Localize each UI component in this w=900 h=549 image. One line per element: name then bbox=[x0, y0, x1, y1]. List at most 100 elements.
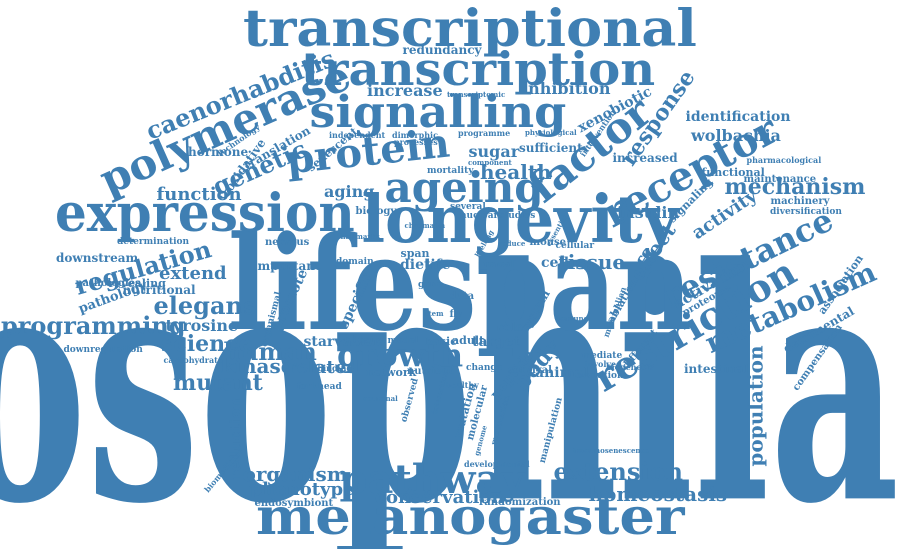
word-target: target bbox=[472, 334, 521, 350]
word-drosophila: drosophila bbox=[0, 199, 900, 549]
word-basic: basic bbox=[425, 334, 457, 348]
word-several: several bbox=[450, 201, 486, 212]
word-independent: independent bbox=[329, 130, 386, 140]
word-immune: immune bbox=[556, 313, 589, 323]
word-change: change bbox=[466, 362, 503, 373]
word-adult: adult bbox=[452, 333, 485, 347]
word-sugar: sugar bbox=[468, 142, 520, 161]
word-hallmarks: hallmarks bbox=[340, 231, 380, 241]
word-physiological: physiological bbox=[525, 127, 577, 137]
word-reveal: reveal bbox=[483, 259, 515, 270]
word-diet: diet bbox=[400, 257, 431, 273]
word-function: function bbox=[156, 184, 242, 205]
word-developmental: developmental bbox=[464, 459, 530, 469]
word-important: important bbox=[253, 259, 321, 273]
word-transcriptional: transcriptional bbox=[243, 0, 697, 59]
word-ageing: ageing bbox=[384, 163, 544, 212]
word-phenotype: phenotype bbox=[249, 479, 355, 500]
word-nutrient: nutrient bbox=[407, 366, 454, 377]
word-increased: increased bbox=[612, 151, 678, 165]
word-functional: functional bbox=[701, 165, 765, 179]
word-immunosenescence: immunosenescence bbox=[572, 445, 650, 455]
word-domain: domain bbox=[336, 256, 374, 267]
word-fly: fly bbox=[449, 309, 463, 320]
word-model: model bbox=[387, 335, 419, 346]
word-downregulation: downregulation bbox=[63, 344, 143, 355]
word-component: component bbox=[468, 157, 512, 167]
word-conservation: conservation bbox=[375, 487, 505, 508]
word-involved: involved bbox=[584, 359, 622, 369]
word-network: network bbox=[366, 365, 417, 379]
word-sufficient: sufficient bbox=[519, 141, 583, 155]
word-life: life bbox=[425, 257, 451, 273]
word-insulin: insulin bbox=[617, 203, 680, 222]
word-mediate: mediate bbox=[581, 350, 623, 361]
word-science: science bbox=[161, 331, 253, 357]
word-nuclear: nuclear bbox=[460, 210, 499, 221]
word-extend: extend bbox=[159, 263, 227, 284]
word-gene: gene bbox=[418, 279, 443, 290]
word-binding: binding bbox=[317, 363, 353, 373]
word-increase: increase bbox=[367, 81, 443, 100]
word-transcriptomic: transcriptomic bbox=[447, 89, 506, 99]
word-wolbachia: wolbachia bbox=[691, 126, 781, 145]
word-homeostasis: homeostasis bbox=[588, 482, 728, 506]
word-downstream: downstream bbox=[56, 251, 139, 265]
word-related: related bbox=[287, 357, 359, 378]
word-nutritional: nutritional bbox=[122, 283, 196, 297]
word-role: role bbox=[496, 320, 524, 334]
word-randomization: randomization bbox=[479, 497, 561, 508]
word-nervous: nervous bbox=[265, 237, 310, 248]
word-biogenesis: biogenesis bbox=[606, 362, 654, 372]
word-extension: extension bbox=[553, 457, 683, 486]
word-redundancy: redundancy bbox=[402, 43, 482, 57]
word-longevity: longevity bbox=[361, 181, 679, 258]
word-tyrosine: tyrosine bbox=[165, 316, 239, 335]
word-revealing: revealing bbox=[108, 276, 166, 290]
word-dimorphic: dimorphic bbox=[392, 130, 438, 140]
word-cellular: cellular bbox=[555, 240, 595, 251]
word-programme: programme bbox=[458, 128, 511, 138]
word-neuronal: neuronal bbox=[362, 393, 398, 403]
word-evolution: evolution bbox=[576, 370, 624, 381]
word-obesity: obesity bbox=[344, 335, 384, 346]
word-diversification: diversification bbox=[770, 206, 842, 217]
word-identification: identification bbox=[685, 109, 791, 125]
word-pathway: pathway bbox=[339, 456, 525, 503]
word-expression: expression bbox=[55, 181, 355, 244]
word-mechanism: mechanism bbox=[724, 174, 866, 200]
word-growth: growth bbox=[337, 336, 464, 374]
word-starvation: starvation bbox=[303, 334, 383, 350]
word-biology: biology bbox=[355, 206, 397, 217]
word-studies: studies bbox=[499, 210, 536, 221]
word-maintenance: maintenance bbox=[743, 174, 817, 185]
word-signalling: signalling bbox=[309, 86, 567, 138]
word-span: span bbox=[400, 246, 430, 260]
word-mouse: mouse bbox=[529, 237, 567, 248]
word-stem: stem bbox=[424, 308, 444, 318]
word-human: human bbox=[223, 337, 317, 366]
word-processes: processes bbox=[394, 137, 438, 147]
word-melanogaster: melanogaster bbox=[256, 487, 685, 547]
word-inhibition: inhibition bbox=[522, 79, 611, 98]
word-health: health bbox=[480, 160, 552, 184]
word-cell: cell bbox=[541, 255, 570, 271]
word-aging: aging bbox=[324, 182, 375, 201]
word-pathologies: pathologies bbox=[75, 278, 141, 289]
word-chromatin: chromatin bbox=[404, 220, 446, 230]
word-organism: organism bbox=[242, 462, 348, 486]
word-healthy: healthy bbox=[445, 380, 479, 390]
word-mutant: mutant bbox=[173, 370, 263, 396]
word-animal: animal bbox=[535, 365, 589, 381]
word-reduce: reduce bbox=[498, 238, 526, 248]
word-endosymbiont: endosymbiont bbox=[254, 498, 334, 509]
word-intestinal: intestinal bbox=[684, 362, 749, 376]
word-elegans: elegans bbox=[153, 291, 257, 320]
word-programming: programming bbox=[1, 311, 186, 340]
word-forkhead: forkhead bbox=[296, 381, 342, 392]
word-determination: determination bbox=[117, 236, 190, 247]
word-machinery: machinery bbox=[770, 196, 830, 207]
word-survival: survival bbox=[508, 365, 552, 376]
word-kinase: kinase bbox=[220, 354, 294, 378]
